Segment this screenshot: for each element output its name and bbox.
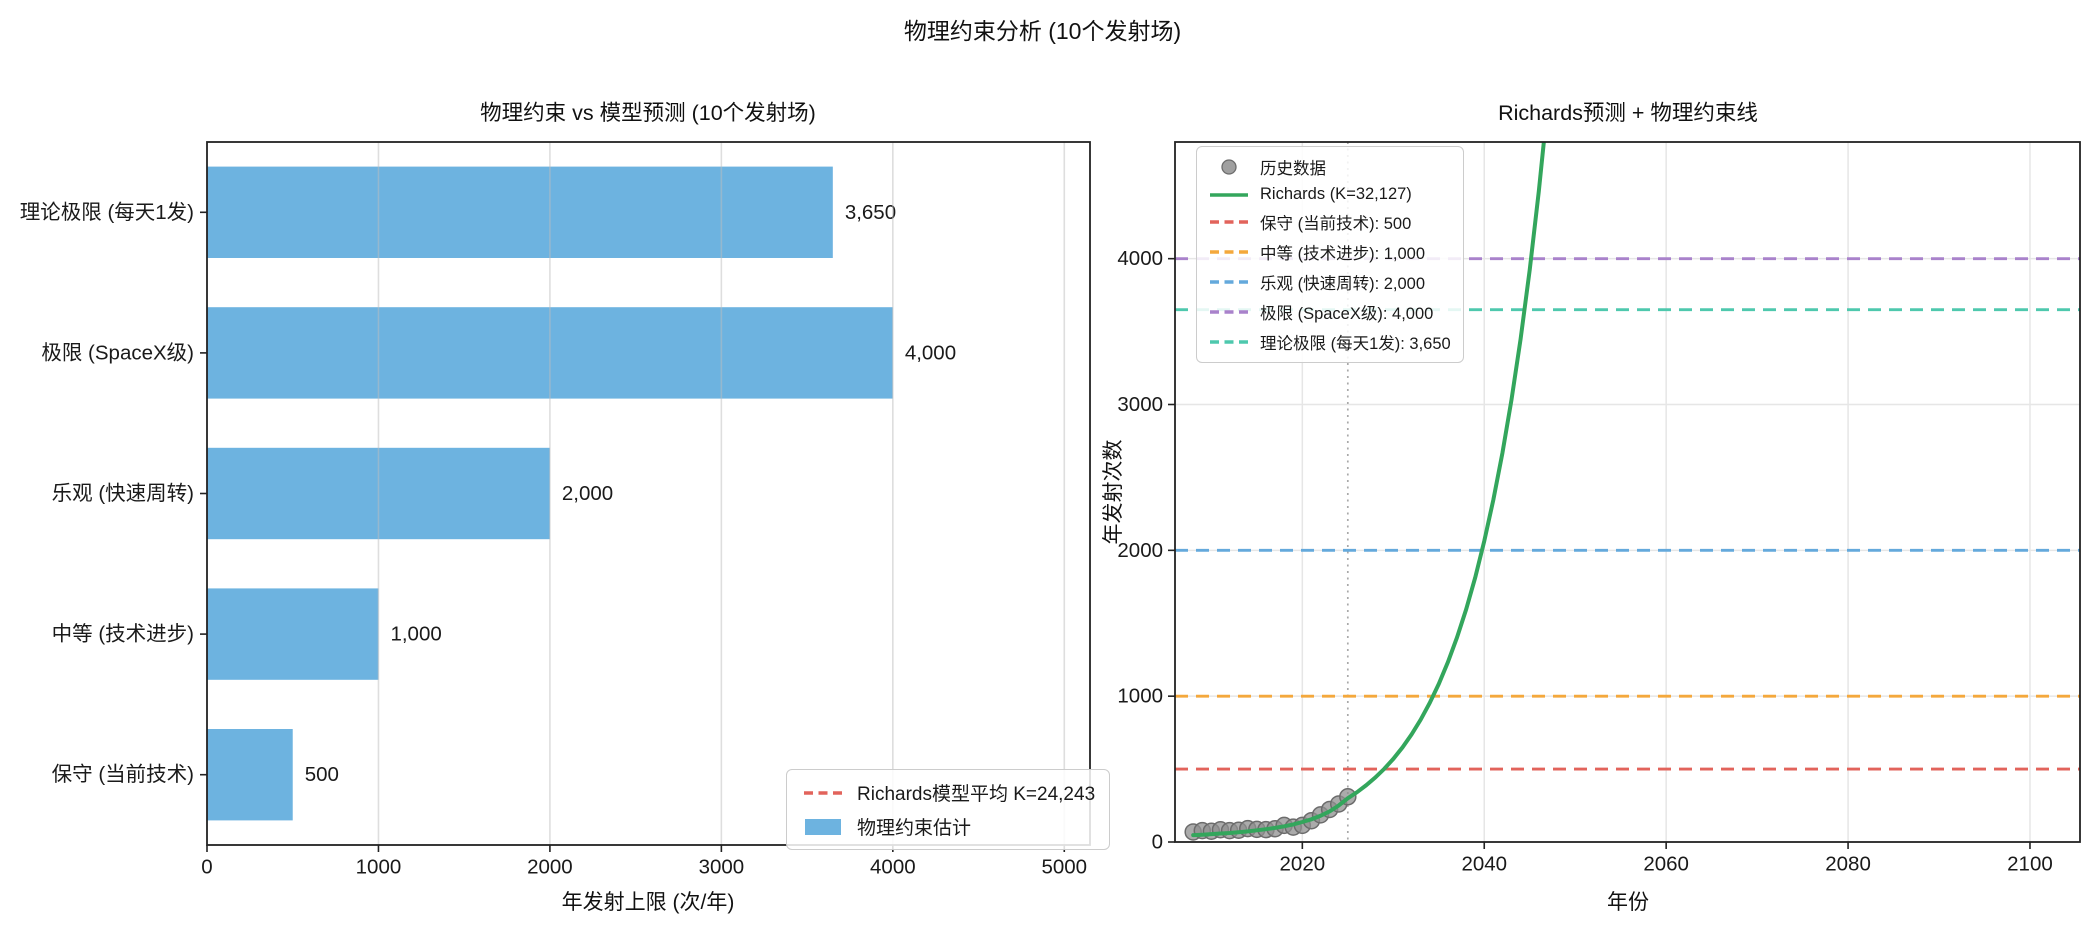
x-tick-label: 2080 (1825, 852, 1871, 875)
bar-value-label: 500 (305, 763, 339, 786)
legend-label: 保守 (当前技术): 500 (1260, 215, 1412, 233)
legend-marker-icon (1221, 159, 1237, 175)
legend-entry: 物理约束估计 (801, 813, 1095, 840)
x-tick-label: 1000 (356, 855, 402, 878)
legend-entry: 保守 (当前技术): 500 (1209, 210, 1451, 234)
legend-label: 极限 (SpaceX级): 4,000 (1260, 305, 1434, 323)
legend-entry: Richards (K=32,127) (1209, 185, 1451, 204)
legend-line-icon (1210, 340, 1248, 344)
legend-swatch (1209, 333, 1249, 351)
legend-line-icon (1210, 250, 1248, 254)
legend-label: 物理约束估计 (857, 818, 972, 839)
bar (207, 729, 293, 821)
legend-entry: 乐观 (快速周转): 2,000 (1209, 270, 1451, 294)
x-tick-label: 2000 (527, 855, 573, 878)
forecast-chart-title: Richards预测 + 物理约束线 (1498, 101, 1758, 125)
legend-entry: Richards模型平均 K=24,243 (801, 779, 1095, 806)
legend-marker (1221, 159, 1237, 175)
legend-entry: 历史数据 (1209, 155, 1451, 179)
bar-value-label: 1,000 (390, 623, 441, 646)
legend-label: 乐观 (快速周转): 2,000 (1260, 275, 1426, 293)
x-tick-label: 2100 (2007, 852, 2053, 875)
legend-line-icon (804, 790, 842, 795)
forecast-chart-legend: 历史数据 Richards (K=32,127) 保守 (当前技术): 500 中等 … (1196, 146, 1464, 363)
x-tick-label: 0 (201, 855, 212, 878)
x-tick-label: 2040 (1461, 852, 1507, 875)
bar (207, 166, 833, 258)
bar-chart: 3,650 理论极限 (每天1发) 4,000 极限 (SpaceX级) 2,000 乐观… (20, 141, 1091, 878)
legend-swatch (801, 784, 845, 802)
legend-swatch (801, 818, 845, 836)
legend-label: Richards (K=32,127) (1260, 185, 1412, 203)
bar-value-label: 3,650 (845, 201, 896, 224)
legend-line-icon (805, 818, 841, 835)
legend-entry: 极限 (SpaceX级): 4,000 (1209, 300, 1451, 324)
y-tick-label: 4000 (1117, 247, 1163, 270)
y-tick-label: 2000 (1117, 539, 1163, 562)
y-tick-label: 3000 (1117, 393, 1163, 416)
x-tick-label: 2060 (1643, 852, 1689, 875)
bar-value-label: 4,000 (905, 341, 956, 364)
legend-line-icon (1210, 280, 1248, 284)
legend-label: Richards模型平均 K=24,243 (857, 784, 1096, 805)
bar-value-label: 2,000 (562, 482, 613, 505)
legend-swatch (1209, 213, 1249, 231)
y-tick-label: 1000 (1117, 685, 1163, 708)
forecast-chart-ylabel: 年发射次数 (1102, 439, 1125, 545)
category-tick-label: 极限 (SpaceX级) (41, 341, 194, 364)
category-tick-label: 乐观 (快速周转) (52, 482, 194, 505)
x-tick-label: 5000 (1041, 855, 1087, 878)
legend-line-icon (1210, 192, 1248, 197)
category-tick-label: 中等 (技术进步) (52, 623, 194, 646)
y-tick-label: 0 (1152, 831, 1163, 854)
legend-label: 历史数据 (1260, 160, 1326, 178)
legend-line-icon (1210, 310, 1248, 314)
bar-chart-xlabel: 年发射上限 (次/年) (561, 891, 735, 914)
legend-line-icon (1210, 220, 1248, 224)
legend-label: 中等 (技术进步): 1,000 (1260, 245, 1426, 263)
legend-swatch (1209, 273, 1249, 291)
axis-spine (206, 141, 1091, 846)
legend-label: 理论极限 (每天1发): 3,650 (1260, 335, 1451, 353)
forecast-chart-xlabel: 年份 (1607, 891, 1649, 914)
x-tick-label: 4000 (870, 855, 916, 878)
legend-swatch (1209, 186, 1249, 204)
legend-swatch (1209, 158, 1249, 176)
figure-title: 物理约束分析 (10个发射场) (903, 18, 1182, 44)
axis-spine (1174, 141, 2081, 843)
legend-swatch (1209, 303, 1249, 321)
x-tick-label: 2020 (1280, 852, 1326, 875)
bar (207, 588, 379, 680)
forecast-chart: 2020 2040 2060 2080 2100 0 1000 2000 3000 4000 (1117, 141, 2081, 875)
legend-swatch (1209, 243, 1249, 261)
category-tick-label: 保守 (当前技术) (52, 763, 194, 786)
richards-curve (1191, 142, 1546, 838)
bar-chart-legend: Richards模型平均 K=24,243 物理约束估计 (786, 769, 1111, 850)
legend-entry: 理论极限 (每天1发): 3,650 (1209, 330, 1451, 354)
legend-entry: 中等 (技术进步): 1,000 (1209, 240, 1451, 264)
bar-chart-title: 物理约束 vs 模型预测 (10个发射场) (480, 101, 816, 125)
x-tick-label: 3000 (699, 855, 745, 878)
category-tick-label: 理论极限 (每天1发) (20, 201, 194, 224)
legend-patch (805, 818, 841, 835)
